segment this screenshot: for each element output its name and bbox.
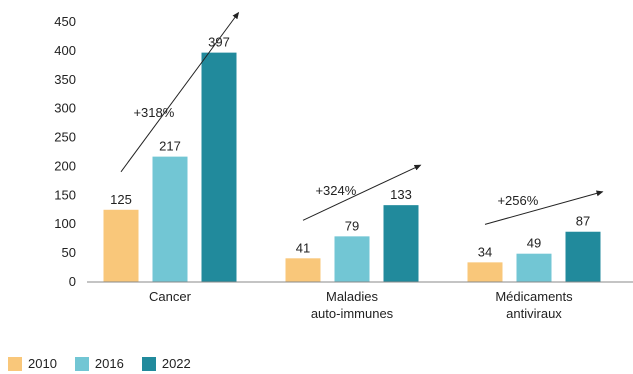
data-label: 34 — [478, 244, 492, 259]
y-tick-label: 200 — [54, 158, 76, 173]
legend-label: 2022 — [161, 356, 191, 371]
growth-arrow — [484, 190, 604, 225]
category-label: Cancer — [149, 289, 192, 304]
legend-swatch — [141, 356, 156, 371]
y-tick-label: 250 — [54, 130, 76, 145]
y-tick-label: 150 — [54, 187, 76, 202]
growth-arrow — [302, 164, 422, 221]
y-tick-label: 450 — [54, 14, 76, 29]
bar-2016 — [516, 253, 552, 282]
bar-2022 — [565, 231, 601, 282]
data-label: 133 — [390, 187, 412, 202]
category-label: Médicaments — [495, 289, 573, 304]
data-label: 87 — [576, 214, 590, 229]
growth-annotations: +318% +324% +256% — [120, 11, 604, 225]
data-label: 217 — [159, 139, 181, 154]
bar-2022 — [383, 205, 419, 282]
legend-label: 2016 — [94, 356, 124, 371]
category-label: antiviraux — [506, 306, 562, 321]
category-label: auto-immunes — [311, 306, 394, 321]
bar-2016 — [334, 236, 370, 282]
y-tick-label: 400 — [54, 43, 76, 58]
category-label: Maladies — [326, 289, 379, 304]
legend-label: 2010 — [28, 356, 57, 371]
growth-label: +318% — [133, 105, 174, 120]
category-labels: Cancer Maladies auto-immunes Médicaments ant… — [149, 289, 573, 321]
bar-2010 — [285, 258, 321, 282]
legend-swatch — [74, 356, 89, 371]
data-label: 79 — [345, 218, 359, 233]
growth-label: +256% — [497, 193, 538, 208]
growth-label: +324% — [315, 183, 356, 198]
data-label: 125 — [110, 192, 132, 207]
legend: 2010 2016 2022 — [8, 356, 209, 371]
y-tick-label: 350 — [54, 72, 76, 87]
data-label: 41 — [296, 240, 310, 255]
y-tick-label: 0 — [69, 274, 76, 289]
data-label: 49 — [527, 236, 541, 251]
growth-arrow — [120, 11, 240, 173]
data-label: 397 — [208, 35, 230, 50]
bars: 125 217 397 41 79 133 34 49 87 — [103, 35, 601, 282]
bar-2016 — [152, 156, 188, 282]
bar-2010 — [467, 262, 503, 282]
legend-item-2022: 2022 — [141, 356, 191, 371]
bar-2010 — [103, 209, 139, 282]
bar-2022 — [201, 52, 237, 282]
legend-item-2010: 2010 — [8, 356, 57, 371]
legend-item-2016: 2016 — [74, 356, 124, 371]
y-axis: 0 50 100 150 200 250 300 350 400 450 — [54, 14, 76, 289]
y-tick-label: 300 — [54, 101, 76, 116]
y-tick-label: 50 — [62, 245, 76, 260]
y-tick-label: 100 — [54, 216, 76, 231]
legend-swatch — [8, 356, 22, 371]
